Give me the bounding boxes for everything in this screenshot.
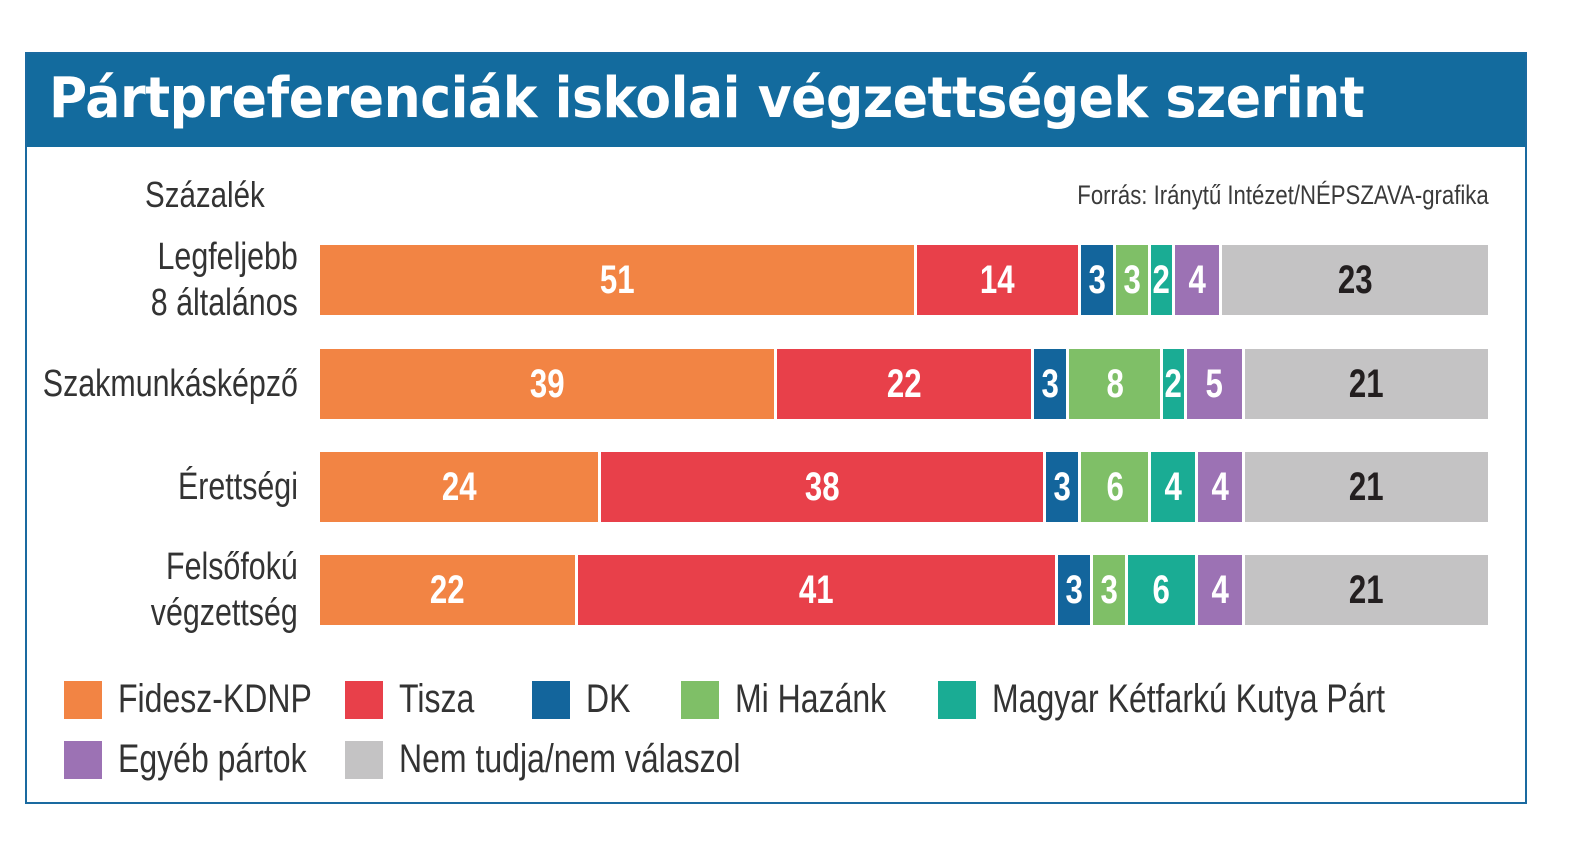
bar-segment: 8 [1069, 349, 1161, 419]
chart-title: Pártpreferenciák iskolai végzettségek sz… [49, 66, 1365, 131]
data-label: 3 [1065, 567, 1083, 612]
data-label: 22 [429, 567, 465, 612]
legend-swatch [64, 680, 102, 719]
data-label: 2 [1164, 361, 1182, 406]
category-label: Érettségi [178, 464, 298, 510]
data-label: 38 [804, 464, 840, 509]
stacked-bar: 22 41 3 3 6 4 21 [320, 555, 1491, 625]
legend-swatch [345, 740, 383, 779]
stacked-bar: 51 14 3 3 2 4 23 [320, 245, 1491, 315]
data-label: 39 [529, 361, 565, 406]
data-label: 21 [1349, 361, 1384, 406]
data-label: 3 [1053, 464, 1071, 509]
data-label: 5 [1205, 361, 1223, 406]
category-label-line: végzettség [150, 592, 298, 634]
data-label: 3 [1041, 361, 1060, 406]
bar-segment: 21 [1245, 555, 1488, 625]
bar-segment: 4 [1198, 452, 1243, 522]
legend-swatch [64, 740, 102, 779]
bar-segment: 38 [601, 452, 1043, 522]
data-label: 21 [1349, 464, 1384, 509]
data-label: 3 [1100, 567, 1118, 612]
data-label: 24 [441, 464, 477, 509]
data-label: 21 [1349, 567, 1384, 612]
data-label: 14 [980, 257, 1016, 302]
category-label: Legfeljebb 8 általános [151, 234, 298, 326]
bar-segment: 3 [1081, 245, 1114, 315]
category-label-line: Felsőfokú [166, 546, 298, 588]
bar-segment: 4 [1151, 452, 1196, 522]
title-banner: Pártpreferenciák iskolai végzettségek sz… [27, 54, 1525, 147]
legend-label: Fidesz-KDNP [118, 677, 312, 721]
legend-label: Egyéb pártok [118, 737, 307, 781]
legend-item: Mi Hazánk [681, 677, 924, 722]
legend-label: DK [586, 677, 631, 721]
data-label: 2 [1152, 257, 1171, 302]
bar-segment: 22 [320, 555, 575, 625]
legend-item: Nem tudja/nem válaszol [345, 737, 826, 782]
chart-frame: Pártpreferenciák iskolai végzettségek sz… [25, 52, 1527, 804]
bar-segment: 3 [1057, 555, 1090, 625]
data-label: 8 [1106, 361, 1124, 406]
legend-swatch [681, 680, 719, 719]
bar-segment: 14 [917, 245, 1079, 315]
bar-segment: 6 [1127, 555, 1196, 625]
legend-item: Egyéb pártok [64, 737, 354, 782]
category-label-line: Legfeljebb [157, 236, 298, 278]
bar-segment: 21 [1245, 349, 1488, 419]
category-label: Szakmunkásképző [43, 361, 298, 407]
data-label: 6 [1106, 464, 1124, 509]
bar-segment: 4 [1174, 245, 1219, 315]
bar-segment: 5 [1186, 349, 1243, 419]
bar-segment: 6 [1081, 452, 1149, 522]
bar-segment: 2 [1151, 245, 1172, 315]
source-label: Forrás: Iránytű Intézet/NÉPSZAVA-grafika [1077, 180, 1489, 210]
data-label: 4 [1211, 567, 1229, 612]
data-label: 4 [1188, 257, 1206, 302]
bar-segment: 24 [320, 452, 599, 522]
bar-segment: 4 [1198, 555, 1243, 625]
category-label-line: 8 általános [150, 282, 298, 324]
category-label: Felsőfokú végzettség [151, 544, 298, 636]
legend-label: Mi Hazánk [735, 677, 887, 721]
unit-label: Százalék [145, 174, 265, 215]
data-label: 6 [1152, 567, 1171, 612]
bar-segment: 3 [1092, 555, 1125, 625]
data-label: 4 [1164, 464, 1182, 509]
legend-item: Tisza [345, 677, 493, 722]
legend-label: Nem tudja/nem válaszol [399, 737, 741, 781]
bar-segment: 22 [776, 349, 1032, 419]
bar-segment: 51 [320, 245, 915, 315]
legend-item: Magyar Kétfarkú Kutya Párt [938, 677, 1483, 722]
stacked-bar: 39 22 3 8 2 5 21 [320, 349, 1491, 419]
data-label: 3 [1123, 257, 1142, 302]
legend-swatch [345, 680, 383, 719]
data-label: 23 [1337, 257, 1373, 302]
bar-segment: 2 [1163, 349, 1184, 419]
legend-swatch [532, 680, 570, 719]
bar-segment: 39 [320, 349, 774, 419]
legend-label: Tisza [399, 677, 475, 721]
bar-segment: 3 [1116, 245, 1149, 315]
data-label: 22 [886, 361, 922, 406]
banner-notch-shape [64, 147, 132, 217]
bar-segment: 3 [1034, 349, 1067, 419]
data-label: 51 [599, 257, 635, 302]
category-label-line: Érettségi [178, 466, 298, 508]
stacked-bar: 24 38 3 6 4 4 21 [320, 452, 1491, 522]
data-label: 4 [1211, 464, 1229, 509]
category-label-line: Szakmunkásképző [42, 363, 298, 405]
bar-segment: 23 [1221, 245, 1488, 315]
legend-swatch [938, 680, 976, 719]
bar-segment: 3 [1046, 452, 1079, 522]
bar-segment: 41 [577, 555, 1055, 625]
bar-segment: 21 [1245, 452, 1488, 522]
data-label: 41 [798, 567, 834, 612]
legend-label: Magyar Kétfarkú Kutya Párt [992, 677, 1386, 721]
legend-item: DK [532, 677, 642, 722]
data-label: 3 [1088, 257, 1106, 302]
legend-item: Fidesz-KDNP [64, 677, 360, 722]
